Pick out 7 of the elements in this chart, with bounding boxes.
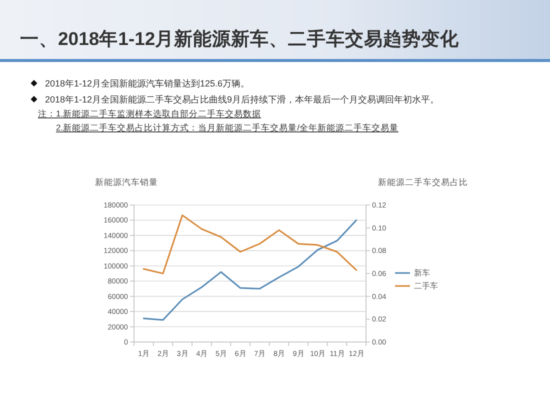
annotation: 2018年1-12月全国新能源汽车销量达到125.6万辆。 <box>45 78 250 88</box>
annotation: 注：1.新能源二手车监测样本选取自部分二手车交易数据 <box>38 108 262 118</box>
ylabel: 新能源汽车销量 <box>95 177 158 187</box>
annotation: 2.新能源二手车交易占比计算方式：当月新能源二手车交易量/全年新能源二手车交易量 <box>56 122 398 132</box>
title: 一、2018年1-12月新能源新车、二手车交易趋势变化 <box>20 28 460 49</box>
annotation: 2018年1-12月全国新能源二手车交易占比曲线9月后持续下滑，本年最后一个月交易调回年初水平。 <box>45 94 440 104</box>
y2label: 新能源二手车交易占比 <box>378 177 468 187</box>
